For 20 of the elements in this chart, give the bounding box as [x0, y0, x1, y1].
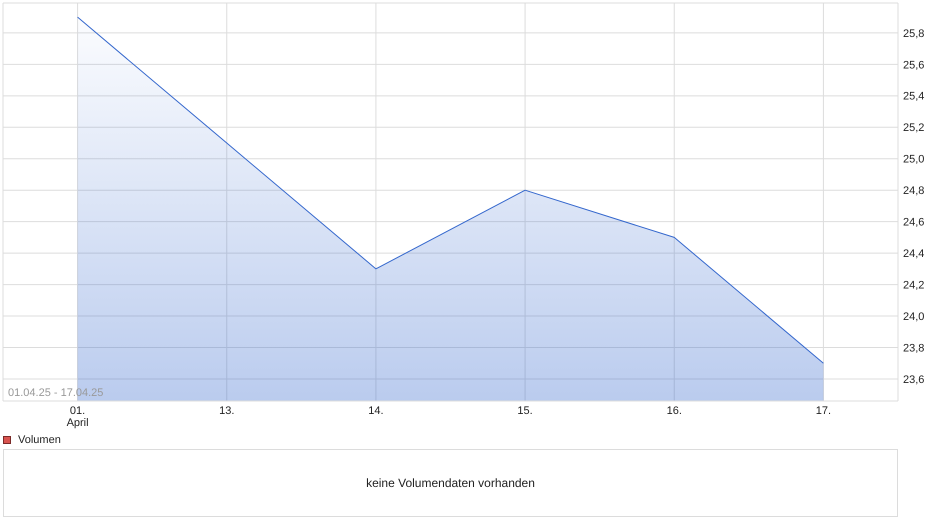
- y-tick-label: 24,0: [903, 310, 924, 323]
- y-tick-label: 25,6: [903, 59, 924, 72]
- x-tick-label: 13.: [219, 404, 234, 417]
- y-tick-label: 25,0: [903, 154, 924, 166]
- y-tick-label: 24,2: [903, 279, 924, 292]
- text: keine Volumendaten vorhanden: [365, 475, 536, 491]
- x-tick-label: 01. April: [66, 404, 89, 429]
- x-tick-label: 17.: [816, 404, 832, 417]
- x-tick-label: 14.: [368, 404, 384, 417]
- x-tick-label: 16.: [666, 404, 682, 417]
- x-tick-label: 15.: [517, 404, 533, 417]
- legend-label: Volumen: [18, 434, 61, 446]
- y-tick-label: 24,4: [903, 248, 924, 260]
- y-tick-label: 23,8: [903, 342, 924, 354]
- y-tick-label: 25,2: [903, 122, 924, 134]
- y-tick-label: 25,8: [903, 28, 924, 40]
- y-tick-label: 25,4: [903, 90, 924, 103]
- y-tick-label: 24,8: [903, 185, 924, 198]
- y-tick-label: 24,6: [903, 216, 924, 229]
- y-tick-label: 23,6: [903, 374, 924, 386]
